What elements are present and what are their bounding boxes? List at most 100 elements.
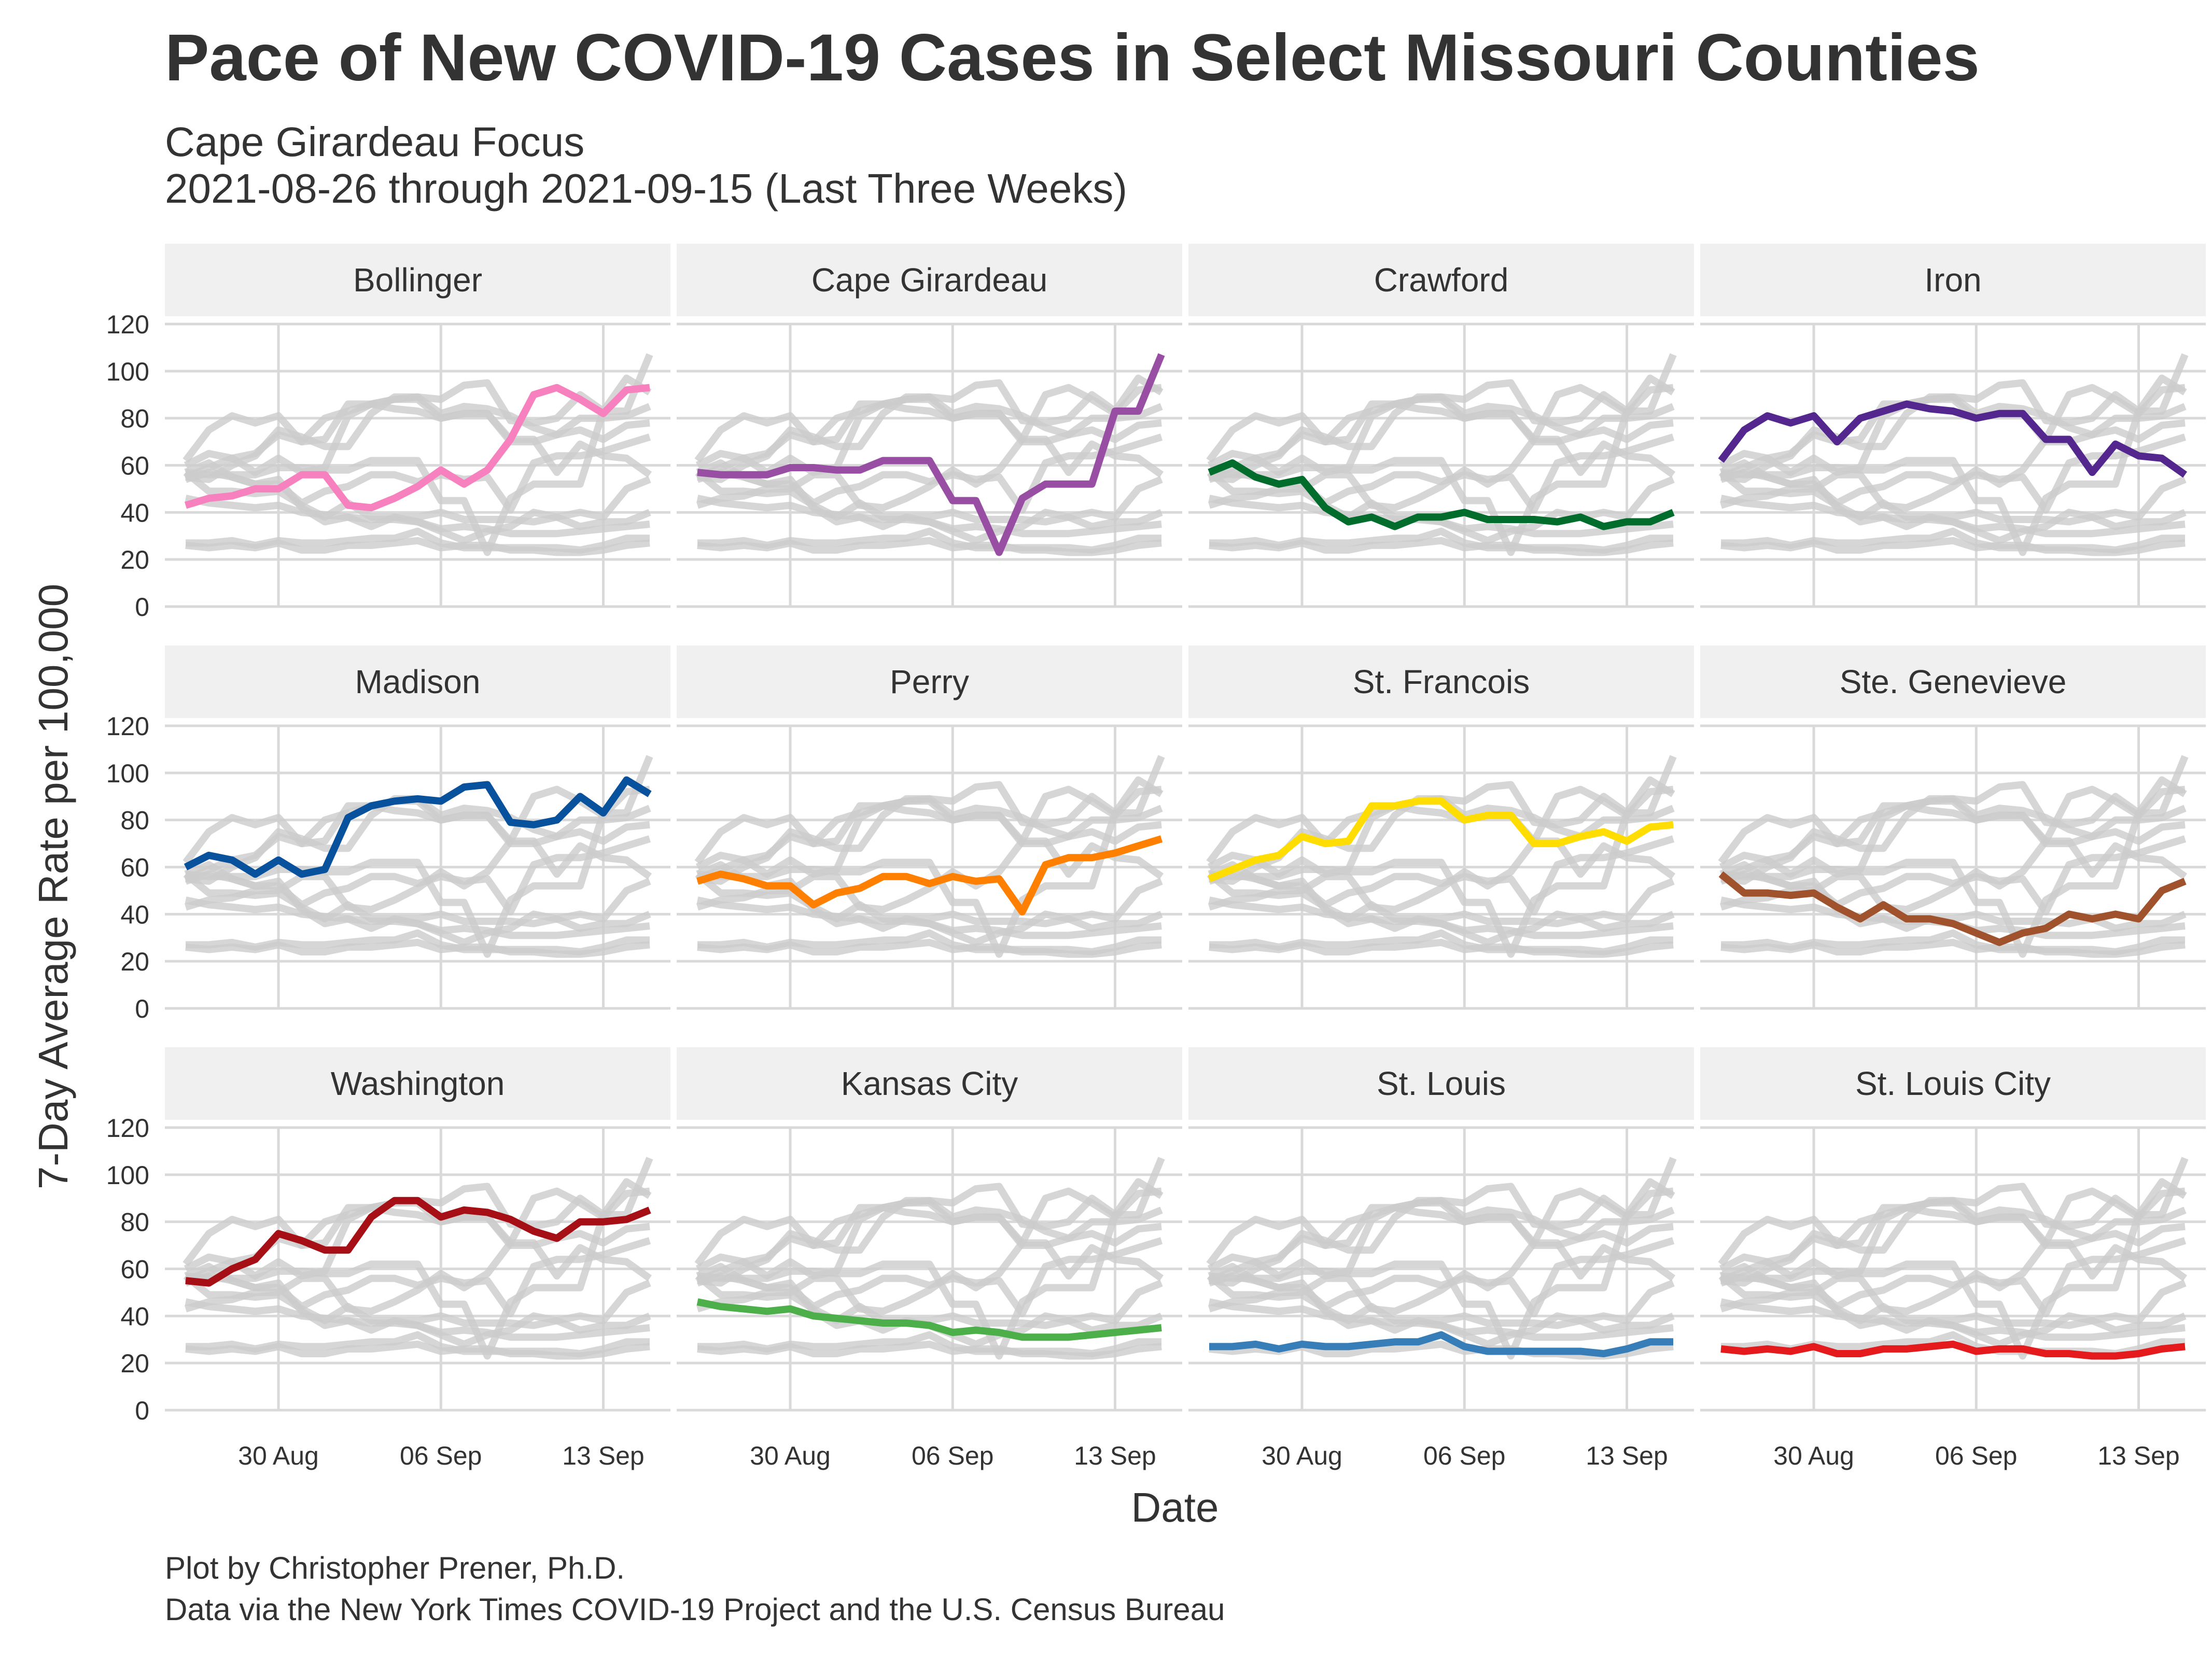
background-series-line: [697, 795, 1163, 885]
y-tick-label: 40: [120, 1302, 149, 1331]
facet-crawford: Crawford: [1188, 244, 1694, 608]
facet-label: Crawford: [1374, 261, 1509, 299]
background-series-line: [185, 938, 650, 958]
facet-strip: [1700, 244, 2206, 316]
background-series-line: [696, 1187, 1162, 1315]
x-tick-label: 13 Sep: [562, 1441, 644, 1470]
series-line-cape-girardeau: [697, 353, 1165, 556]
y-tick-label: 120: [106, 1114, 149, 1143]
background-series-line: [1209, 537, 1674, 556]
y-tick-label: 60: [120, 1255, 149, 1284]
background-series-line: [697, 938, 1162, 958]
background-series-line: [696, 384, 1162, 512]
background-series-line: [1208, 896, 1674, 939]
y-tick-label: 80: [120, 1208, 149, 1237]
y-tick-label: 80: [120, 404, 149, 433]
background-series-line: [1719, 1187, 2186, 1315]
series-line-st-francois: [1208, 797, 1674, 882]
background-series-line: [696, 896, 1162, 939]
facet-label: Bollinger: [353, 261, 482, 299]
background-series-line: [184, 785, 650, 913]
facet-strip: [677, 244, 1182, 316]
background-series-line: [697, 537, 1162, 556]
y-tick-label: 100: [106, 759, 149, 788]
background-series-line: [1720, 795, 2187, 885]
facet-label: Madison: [355, 663, 481, 700]
series-line-crawford: [1208, 459, 1675, 530]
x-tick-label: 06 Sep: [1423, 1441, 1505, 1470]
background-series-line: [696, 495, 1162, 538]
series-line-st-louis: [1209, 1331, 1673, 1357]
y-tick-label: 20: [120, 947, 149, 976]
background-series-line: [184, 1187, 650, 1315]
background-series-line: [1720, 755, 2189, 958]
y-tick-label: 60: [120, 452, 149, 481]
series-line-st-louis-city: [1720, 1340, 2186, 1360]
facet-strip: [677, 645, 1182, 718]
chart-title: Pace of New COVID-19 Cases in Select Mis…: [165, 21, 1980, 95]
facet-strip: [165, 645, 670, 718]
background-series-line: [1208, 785, 1674, 913]
background-series-line: [1209, 353, 1677, 556]
background-series-line: [697, 755, 1165, 958]
background-series-line: [1209, 1157, 1677, 1360]
y-tick-label: 0: [135, 593, 149, 622]
facet-strip: [1700, 1047, 2206, 1120]
series-line-madison: [184, 776, 652, 878]
x-tick-label: 06 Sep: [400, 1441, 482, 1470]
caption-source: Data via the New York Times COVID-19 Pro…: [165, 1592, 1225, 1627]
background-series-line: [1720, 1298, 2186, 1341]
background-series-line: [696, 433, 1163, 514]
x-tick-label: 13 Sep: [1586, 1441, 1668, 1470]
facet-label: Kansas City: [841, 1065, 1018, 1102]
facet-label: Washington: [331, 1065, 505, 1102]
x-axis-title: Date: [1131, 1484, 1219, 1530]
background-series-line: [1208, 835, 1675, 916]
background-series-line: [1208, 1187, 1674, 1315]
background-series-line: [184, 1237, 651, 1317]
x-tick-label: 30 Aug: [1262, 1441, 1342, 1470]
background-series-line: [1719, 384, 2186, 512]
y-tick-label: 20: [120, 1349, 149, 1378]
y-tick-label: 40: [120, 498, 149, 527]
facet-label: St. Louis City: [1855, 1065, 2051, 1102]
facet-cape-girardeau: Cape Girardeau: [677, 244, 1182, 608]
facet-ste-genevieve: Ste. Genevieve: [1700, 645, 2206, 1010]
background-series-line: [185, 537, 650, 556]
background-series-line: [1209, 755, 1677, 958]
facet-strip: [165, 1047, 670, 1120]
background-series-line: [185, 1340, 650, 1360]
background-series-line: [1720, 938, 2186, 958]
background-series-line: [1208, 495, 1674, 538]
y-tick-label: 0: [135, 994, 149, 1023]
series-line-kansas-city: [696, 1298, 1162, 1341]
background-series-line: [1720, 1197, 2187, 1287]
facet-st-louis: St. Louis 30 Aug 06 Sep 13 Sep: [1188, 1047, 1694, 1470]
background-series-line: [1208, 384, 1674, 512]
facet-label: Perry: [890, 663, 969, 700]
y-axis-title: 7-Day Average Rate per 100,000: [30, 584, 76, 1189]
x-tick-label: 30 Aug: [1773, 1441, 1854, 1470]
facet-strip: [677, 1047, 1182, 1120]
chart-subtitle-date-range: 2021-08-26 through 2021-09-15 (Last Thre…: [165, 165, 1127, 212]
facet-iron: Iron: [1700, 244, 2206, 608]
x-tick-label: 30 Aug: [750, 1441, 831, 1470]
facet-strip: [1700, 645, 2206, 718]
background-series-line: [1208, 1237, 1675, 1317]
series-line-perry: [696, 835, 1163, 916]
y-tick-label: 100: [106, 1161, 149, 1190]
background-series-line: [185, 1298, 650, 1341]
background-series-line: [1209, 938, 1674, 958]
background-series-line: [1719, 1237, 2187, 1317]
y-tick-label: 0: [135, 1396, 149, 1425]
background-series-line: [185, 353, 653, 556]
background-series-line: [1719, 835, 2187, 916]
x-tick-label: 06 Sep: [912, 1441, 993, 1470]
x-tick-label: 13 Sep: [1074, 1441, 1156, 1470]
y-tick-label: 40: [120, 900, 149, 929]
y-tick-label: 120: [106, 310, 149, 339]
series-line-bollinger: [184, 384, 650, 512]
facet-st-francois: St. Francois: [1188, 645, 1694, 1010]
background-series-line: [1209, 393, 1675, 483]
y-tick-label: 120: [106, 712, 149, 741]
